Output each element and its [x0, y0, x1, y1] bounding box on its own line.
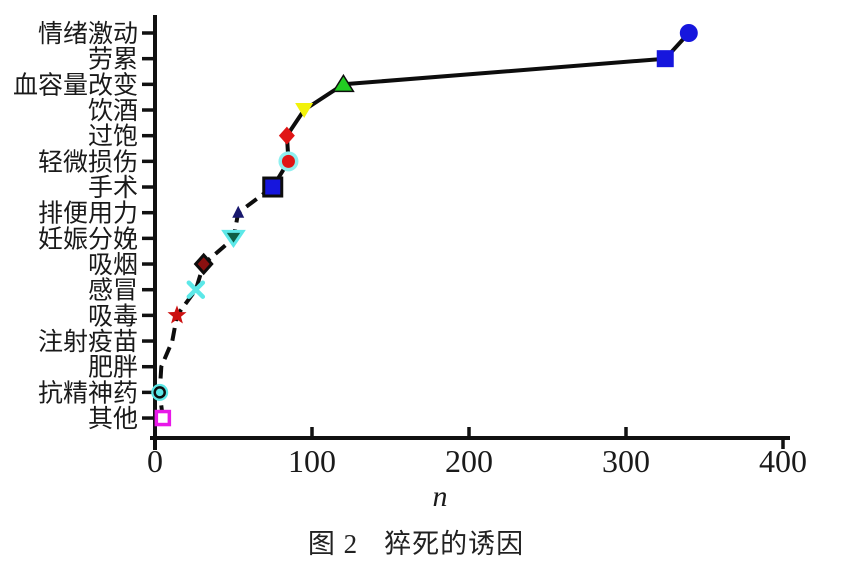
y-category-label: 吸毒 [88, 302, 138, 330]
marker-吸烟 [193, 252, 214, 276]
x-tick-label: 200 [445, 443, 493, 479]
marker-排便用力 [232, 205, 245, 218]
marker-吸毒 [167, 305, 187, 324]
figure-caption: 图 2 猝死的诱因 [0, 522, 846, 561]
x-tick-label: 400 [759, 443, 807, 479]
x-axis-title: n [433, 480, 448, 512]
marker-抗精神药-ring [153, 386, 166, 399]
marker-情绪激动 [679, 24, 698, 42]
x-tick-label: 300 [602, 443, 650, 479]
marker-其他 [154, 409, 172, 427]
figure-caption-text: 猝死的诱因 [384, 529, 525, 559]
y-category-label: 肥胖 [88, 354, 138, 382]
y-category-label: 过饱 [88, 123, 138, 151]
y-category-label: 劳累 [88, 46, 138, 74]
sudden-death-triggers-chart: 情绪激动劳累血容量改变饮酒过饱轻微损伤手术排便用力妊娠分娩吸烟感冒吸毒注射疫苗肥… [13, 15, 807, 512]
marker-手术 [262, 176, 284, 198]
figure-caption-number: 图 2 [307, 529, 359, 559]
marker-劳累 [656, 50, 674, 68]
y-category-label: 手术 [88, 174, 138, 202]
marker-血容量改变 [332, 73, 355, 93]
marker-饮酒 [295, 103, 314, 119]
y-category-label: 情绪激动 [38, 20, 138, 48]
x-tick-label: 100 [288, 443, 336, 479]
x-tick-label: 0 [147, 443, 163, 479]
marker-妊娠分娩 [221, 229, 246, 249]
y-category-label: 排便用力 [38, 200, 138, 228]
marker-轻微损伤 [281, 154, 295, 168]
y-category-label: 血容量改变 [13, 71, 138, 99]
y-category-label: 饮酒 [88, 97, 138, 125]
y-category-label: 感冒 [88, 277, 138, 305]
y-category-label: 吸烟 [88, 251, 138, 279]
y-category-label: 注射疫苗 [38, 328, 138, 356]
marker-过饱 [278, 126, 295, 145]
y-category-label: 其他 [88, 405, 138, 433]
marker-感冒 [186, 280, 206, 299]
trend-line-solid [271, 31, 691, 189]
y-category-label: 抗精神药 [38, 379, 138, 407]
trend-line-dashed [157, 185, 274, 419]
y-category-label: 妊娠分娩 [38, 225, 138, 253]
y-category-label: 轻微损伤 [38, 148, 138, 176]
